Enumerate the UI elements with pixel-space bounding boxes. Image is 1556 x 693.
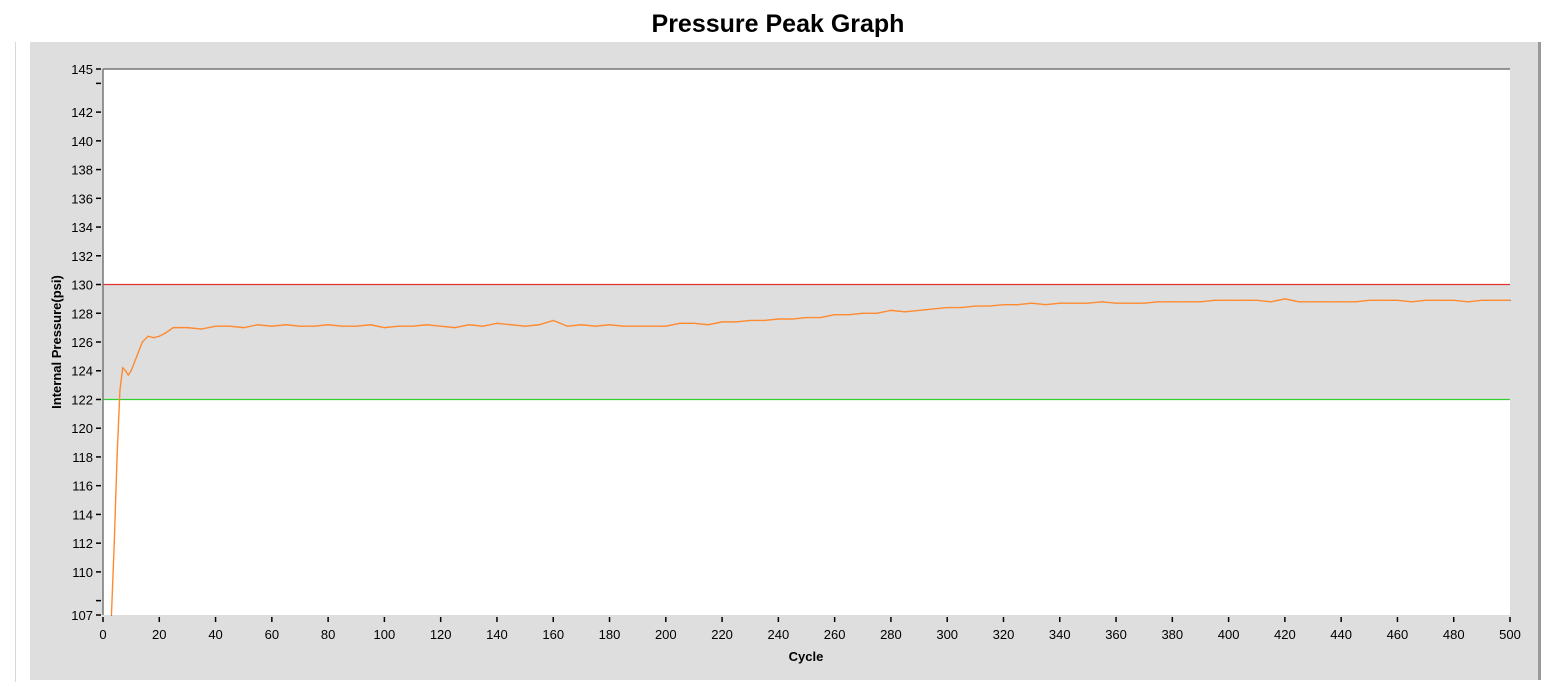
y-tick-label: 136 — [71, 191, 93, 206]
x-tick-label: 100 — [374, 627, 396, 642]
x-tick-label: 140 — [486, 627, 508, 642]
x-tick-label: 240 — [768, 627, 790, 642]
y-axis-label: Internal Pressure(psi) — [49, 275, 64, 409]
y-tick-label: 132 — [71, 249, 93, 264]
x-tick-label: 160 — [542, 627, 564, 642]
pressure-series-line — [110, 298, 1510, 616]
x-tick-label: 360 — [1105, 627, 1127, 642]
y-tick-label: 142 — [71, 105, 93, 120]
y-tick-label: 120 — [71, 421, 93, 436]
y-tick-label: 107 — [71, 608, 93, 623]
x-tick-label: 20 — [152, 627, 166, 642]
y-tick-label: 140 — [71, 134, 93, 149]
y-tick-label: 130 — [71, 278, 93, 293]
y-tick-label: 112 — [72, 536, 93, 551]
y-tick-label: 138 — [71, 163, 93, 178]
x-tick-label: 300 — [936, 627, 958, 642]
x-tick-label: 340 — [1049, 627, 1071, 642]
chart-title: Pressure Peak Graph — [651, 10, 905, 38]
x-tick-label: 480 — [1443, 627, 1465, 642]
y-tick-label: 114 — [72, 507, 93, 522]
x-tick-label: 60 — [265, 627, 279, 642]
x-tick-label: 0 — [99, 627, 106, 642]
x-tick-label: 440 — [1330, 627, 1352, 642]
x-tick-label: 180 — [599, 627, 621, 642]
x-tick-label: 260 — [824, 627, 846, 642]
x-tick-label: 80 — [321, 627, 335, 642]
y-tick-label: 122 — [71, 392, 93, 407]
limit-band — [103, 284, 1510, 400]
y-tick-label: 118 — [72, 450, 93, 465]
x-tick-label: 420 — [1274, 627, 1296, 642]
y-tick-label: 124 — [71, 364, 93, 379]
y-tick-label: 128 — [71, 306, 93, 321]
y-tick-label: 134 — [71, 220, 93, 235]
x-tick-label: 380 — [1161, 627, 1183, 642]
y-tick-label: 126 — [71, 335, 93, 350]
x-axis-label: Cycle — [789, 649, 824, 664]
x-tick-label: 400 — [1218, 627, 1240, 642]
x-tick-label: 320 — [993, 627, 1015, 642]
x-tick-label: 40 — [208, 627, 222, 642]
x-tick-label: 500 — [1499, 627, 1521, 642]
x-tick-label: 280 — [880, 627, 902, 642]
x-tick-label: 200 — [655, 627, 677, 642]
y-tick-label: 145 — [71, 62, 93, 77]
x-tick-label: 120 — [430, 627, 452, 642]
divider — [15, 42, 16, 682]
x-tick-label: 460 — [1387, 627, 1409, 642]
x-tick-label: 220 — [711, 627, 733, 642]
y-tick-label: 110 — [72, 565, 93, 580]
y-tick-label: 116 — [72, 479, 93, 494]
